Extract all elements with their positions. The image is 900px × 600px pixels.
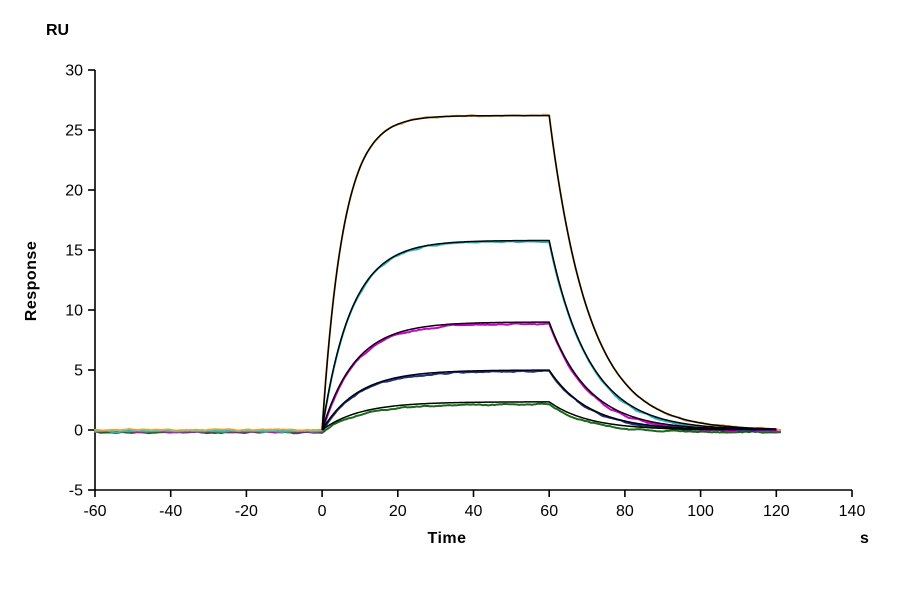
y-axis-ticks: -5 0 5 10 15 20 25 30 — [65, 63, 95, 500]
y-axis-unit-label: RU — [46, 22, 70, 39]
x-axis-title: Time — [427, 530, 467, 547]
y-tick-label: 25 — [65, 123, 83, 140]
x-axis-unit-label: s — [860, 530, 869, 547]
x-tick-label: 0 — [318, 503, 327, 520]
x-tick-label: 20 — [389, 503, 407, 520]
y-tick-label: 0 — [74, 423, 83, 440]
x-tick-label: 100 — [687, 503, 714, 520]
x-tick-label: -40 — [159, 503, 182, 520]
measured-trace-trace-1-highest — [94, 113, 782, 432]
measured-trace-trace-2 — [94, 240, 782, 434]
y-tick-label: 5 — [74, 363, 83, 380]
fit-curve-trace-4 — [321, 369, 777, 431]
fit-curves — [321, 114, 777, 431]
fit-curve-trace-2 — [321, 239, 777, 431]
y-tick-label: 20 — [65, 183, 83, 200]
y-tick-label: 30 — [65, 63, 83, 80]
y-axis-title: Response — [23, 240, 40, 322]
x-axis-ticks: -60 -40 -20 0 20 40 60 80 100 120 140 — [83, 490, 865, 520]
x-tick-label: 80 — [616, 503, 634, 520]
y-tick-label: 10 — [65, 303, 83, 320]
fit-curve-trace-3 — [321, 321, 777, 431]
x-tick-label: -60 — [83, 503, 106, 520]
x-tick-label: 40 — [465, 503, 483, 520]
y-tick-label: -5 — [69, 483, 83, 500]
x-tick-label: 140 — [839, 503, 866, 520]
fit-curve-trace-5-lowest — [321, 401, 777, 431]
y-tick-label: 15 — [65, 243, 83, 260]
measured-traces — [94, 113, 782, 435]
x-tick-label: -20 — [235, 503, 258, 520]
x-tick-label: 60 — [540, 503, 558, 520]
measured-trace-trace-5-lowest — [94, 402, 782, 435]
fit-curve-trace-1-highest — [321, 114, 777, 431]
x-tick-label: 120 — [763, 503, 790, 520]
